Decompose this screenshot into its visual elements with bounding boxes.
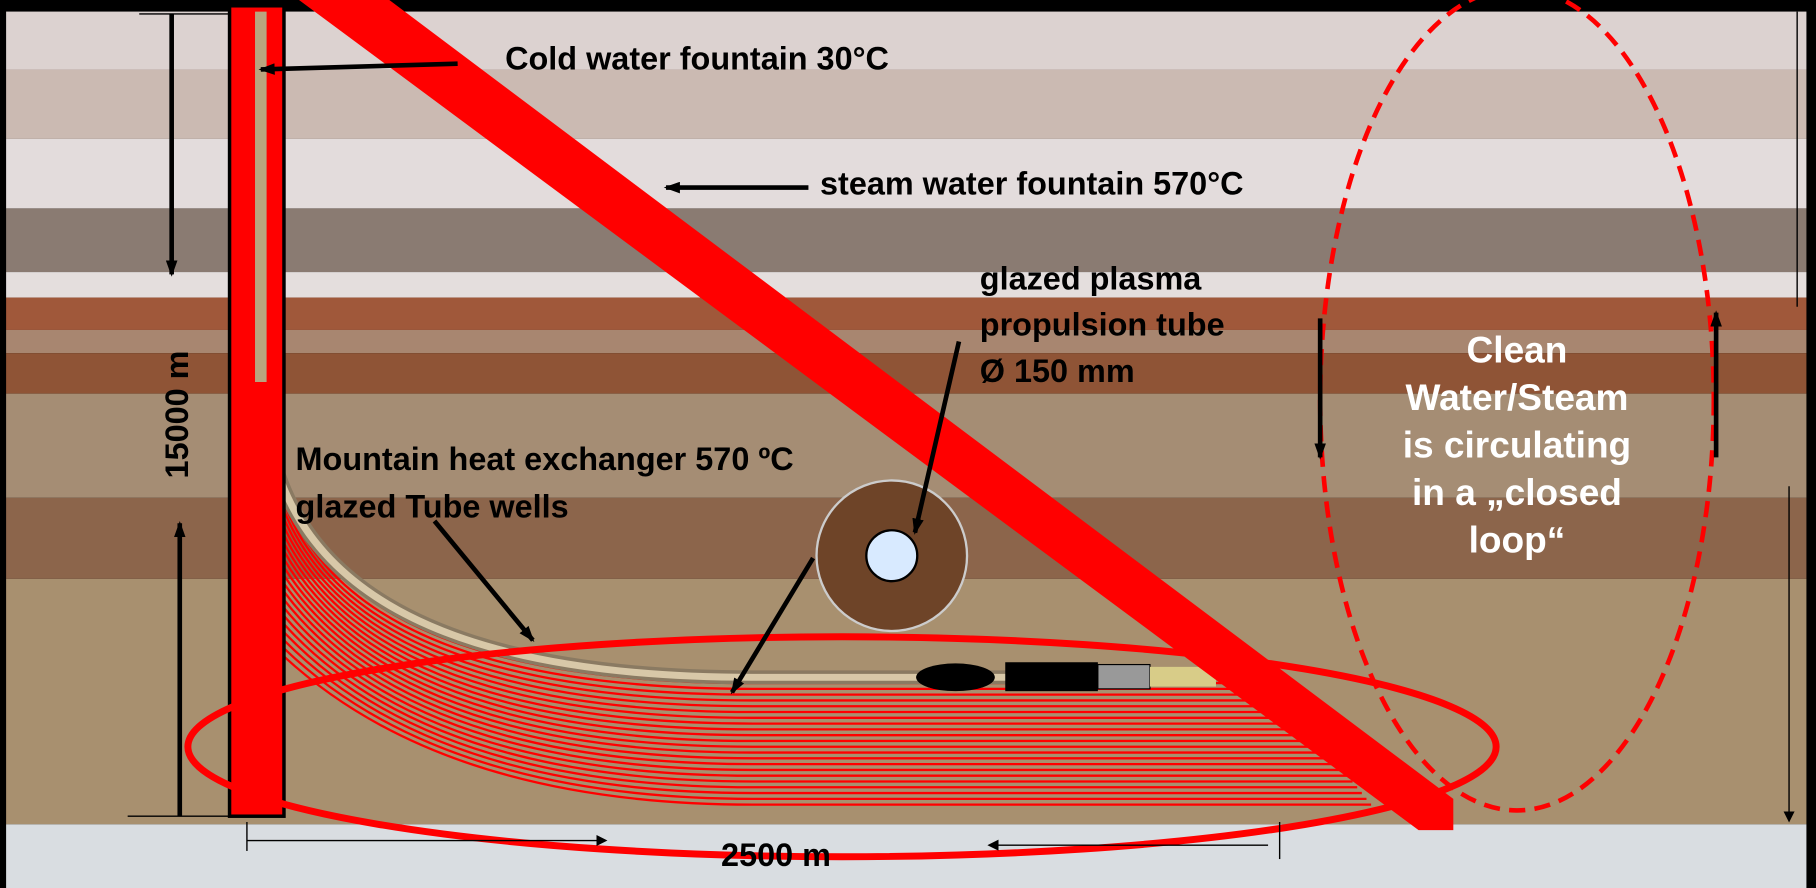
arrow <box>730 556 816 695</box>
tube-well <box>283 615 1348 777</box>
loop-label: loop“ <box>1469 518 1566 560</box>
tube-well <box>283 647 1367 801</box>
depth-label: 15000 m <box>159 351 195 479</box>
arrow <box>432 519 535 643</box>
arrows <box>165 13 1722 817</box>
tube-well <box>282 566 1321 743</box>
tube-well <box>282 502 1284 696</box>
tube-well <box>283 631 1358 789</box>
tube-well <box>283 655 1372 806</box>
width-label: 2500 m <box>721 837 831 873</box>
plasma-unit-part <box>1097 663 1151 690</box>
tube-bore <box>865 529 919 583</box>
label: glazed Tube wells <box>296 489 569 525</box>
tube-well <box>283 582 1330 754</box>
loop-label: Clean <box>1467 328 1568 370</box>
label: propulsion tube <box>980 307 1225 343</box>
arrow <box>258 61 458 75</box>
tube-well <box>282 542 1307 725</box>
tube-well <box>283 590 1335 760</box>
tube-well <box>282 550 1311 731</box>
closed-loop-text: Clean Water/Steam is circulating in a „clos… <box>1403 328 1631 560</box>
plasma-unit <box>1005 662 1098 692</box>
tube-well <box>283 599 1339 766</box>
plasma-nozzle <box>1149 666 1216 687</box>
label: glazed plasma <box>980 260 1203 296</box>
plasma-head <box>916 663 995 692</box>
steam-pipe <box>299 0 1454 831</box>
arrow <box>912 341 962 535</box>
horizontal-loop <box>184 633 1500 861</box>
loop-label: is circulating <box>1403 423 1631 465</box>
label: Ø 150 mm <box>980 353 1135 389</box>
dimension-lines <box>127 11 1798 860</box>
label: Mountain heat exchanger 570 ºC <box>296 441 794 477</box>
tube-well <box>283 607 1344 772</box>
label: Cold water fountain 30°C <box>505 40 889 76</box>
tube-well <box>282 534 1302 719</box>
tube-well <box>282 518 1293 708</box>
tube-well <box>283 623 1353 783</box>
label: steam water fountain 570°C <box>820 166 1244 202</box>
loop-label: in a „closed <box>1412 471 1622 513</box>
tube-well <box>282 526 1298 714</box>
tube-well <box>283 574 1325 748</box>
tube-well <box>282 558 1316 737</box>
loop-label: Water/Steam <box>1406 376 1629 418</box>
